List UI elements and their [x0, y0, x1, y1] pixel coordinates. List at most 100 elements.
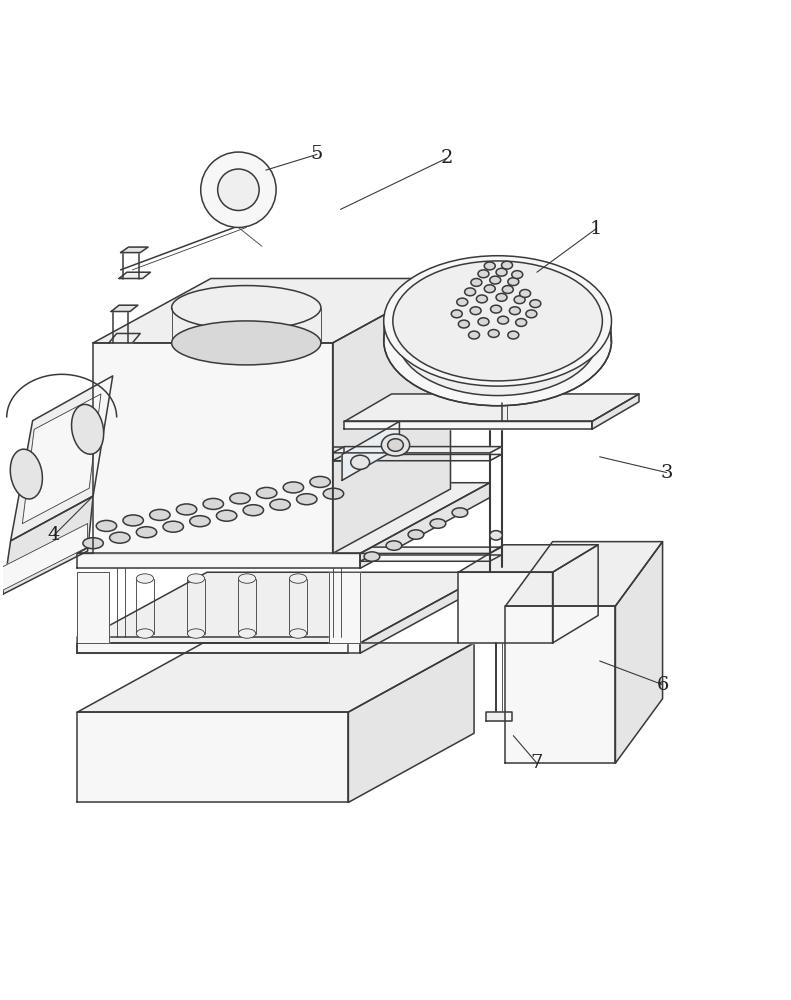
Ellipse shape — [471, 279, 482, 286]
Ellipse shape — [229, 493, 250, 504]
Ellipse shape — [256, 487, 277, 498]
Ellipse shape — [324, 488, 343, 499]
Ellipse shape — [386, 541, 402, 550]
Polygon shape — [615, 542, 663, 763]
Polygon shape — [78, 572, 490, 643]
Ellipse shape — [530, 300, 541, 308]
Polygon shape — [78, 572, 109, 643]
Ellipse shape — [478, 270, 489, 278]
Polygon shape — [78, 483, 490, 553]
Ellipse shape — [149, 509, 170, 520]
Ellipse shape — [10, 449, 43, 499]
Ellipse shape — [496, 268, 507, 276]
Ellipse shape — [187, 629, 205, 638]
Ellipse shape — [83, 538, 104, 549]
Ellipse shape — [364, 552, 380, 561]
Polygon shape — [78, 643, 360, 653]
Ellipse shape — [310, 476, 331, 487]
Polygon shape — [109, 333, 140, 343]
Polygon shape — [360, 572, 490, 653]
Ellipse shape — [71, 404, 104, 454]
Ellipse shape — [488, 330, 499, 337]
Ellipse shape — [388, 439, 403, 451]
Ellipse shape — [520, 290, 531, 297]
Ellipse shape — [456, 298, 467, 306]
Ellipse shape — [290, 574, 307, 583]
Text: 1: 1 — [589, 220, 602, 238]
Ellipse shape — [458, 320, 469, 328]
Ellipse shape — [490, 305, 501, 313]
Polygon shape — [119, 272, 150, 279]
Polygon shape — [553, 545, 598, 643]
Polygon shape — [333, 454, 501, 461]
Ellipse shape — [270, 499, 290, 510]
Polygon shape — [592, 394, 639, 429]
Ellipse shape — [514, 296, 525, 304]
Text: 2: 2 — [441, 149, 452, 167]
Polygon shape — [333, 279, 451, 553]
Polygon shape — [505, 606, 615, 763]
Ellipse shape — [508, 278, 519, 286]
Ellipse shape — [516, 319, 527, 326]
Ellipse shape — [470, 307, 481, 315]
Ellipse shape — [478, 318, 489, 326]
Ellipse shape — [408, 530, 424, 539]
Polygon shape — [0, 524, 88, 594]
Polygon shape — [486, 712, 512, 721]
Text: 4: 4 — [47, 526, 60, 544]
Polygon shape — [78, 712, 348, 802]
Text: 3: 3 — [660, 464, 672, 482]
Ellipse shape — [136, 629, 153, 638]
Polygon shape — [360, 555, 501, 561]
Polygon shape — [112, 305, 138, 311]
Ellipse shape — [508, 331, 519, 339]
Polygon shape — [78, 553, 360, 568]
Polygon shape — [333, 447, 501, 453]
Ellipse shape — [218, 169, 259, 210]
Ellipse shape — [217, 510, 237, 521]
Ellipse shape — [512, 271, 523, 279]
Ellipse shape — [501, 261, 513, 269]
Polygon shape — [360, 483, 490, 568]
Polygon shape — [333, 447, 344, 461]
Ellipse shape — [238, 629, 255, 638]
Ellipse shape — [172, 321, 321, 365]
Polygon shape — [342, 421, 399, 480]
Polygon shape — [348, 643, 474, 802]
Ellipse shape — [136, 527, 157, 538]
Ellipse shape — [509, 307, 520, 315]
Polygon shape — [22, 394, 101, 524]
Polygon shape — [458, 572, 553, 643]
Ellipse shape — [502, 286, 513, 293]
Polygon shape — [93, 279, 451, 343]
Ellipse shape — [384, 256, 611, 386]
Ellipse shape — [163, 521, 184, 532]
Polygon shape — [10, 376, 113, 541]
Ellipse shape — [397, 281, 598, 396]
Ellipse shape — [290, 629, 307, 638]
Ellipse shape — [136, 574, 153, 583]
Ellipse shape — [484, 262, 495, 270]
Text: 7: 7 — [531, 754, 543, 772]
Ellipse shape — [243, 505, 263, 516]
Polygon shape — [344, 394, 639, 421]
Text: 5: 5 — [311, 145, 324, 163]
Polygon shape — [93, 343, 333, 553]
Ellipse shape — [123, 515, 143, 526]
Ellipse shape — [484, 285, 495, 293]
Ellipse shape — [490, 531, 502, 540]
Ellipse shape — [430, 519, 446, 528]
Ellipse shape — [498, 316, 509, 324]
Polygon shape — [78, 637, 348, 653]
Ellipse shape — [452, 508, 467, 517]
Ellipse shape — [496, 293, 507, 301]
Ellipse shape — [97, 520, 116, 531]
Ellipse shape — [172, 286, 321, 330]
Ellipse shape — [110, 532, 130, 543]
Ellipse shape — [452, 310, 462, 318]
Polygon shape — [344, 421, 592, 429]
Polygon shape — [78, 643, 474, 712]
Ellipse shape — [490, 276, 501, 284]
Polygon shape — [120, 247, 148, 253]
Ellipse shape — [297, 494, 317, 505]
